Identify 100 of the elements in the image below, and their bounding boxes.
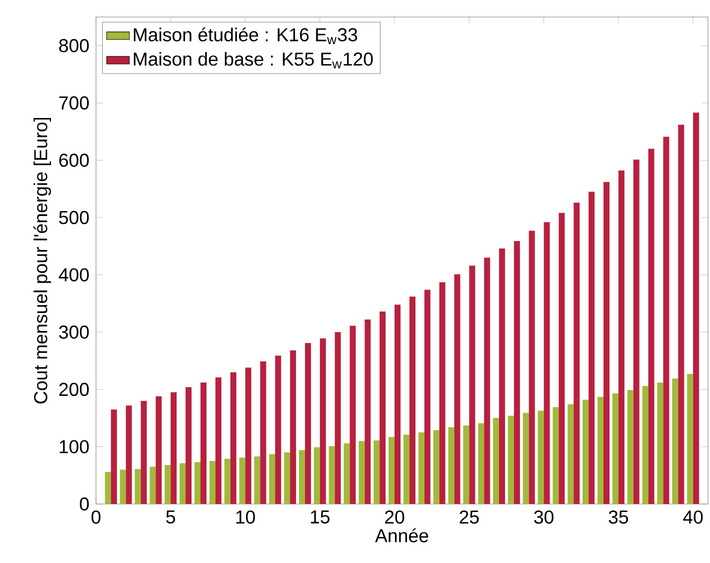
bar bbox=[394, 304, 401, 504]
bar bbox=[150, 466, 156, 504]
x-tick-label: 30 bbox=[534, 510, 554, 524]
bar bbox=[358, 440, 365, 504]
bar bbox=[350, 326, 356, 504]
bar bbox=[245, 368, 252, 504]
bar bbox=[604, 182, 610, 504]
bar bbox=[374, 440, 380, 504]
y-tick-label: 500 bbox=[59, 210, 89, 224]
y-tick-label: 0 bbox=[80, 497, 89, 511]
bar bbox=[275, 356, 282, 504]
bar bbox=[134, 469, 141, 504]
bar bbox=[693, 112, 700, 504]
bar bbox=[598, 396, 604, 504]
bar bbox=[538, 410, 544, 504]
bar bbox=[418, 432, 424, 504]
y-tick-label: 800 bbox=[59, 39, 89, 52]
bar bbox=[304, 342, 311, 504]
y-tick-label: 300 bbox=[59, 325, 89, 339]
x-tick-label: 0 bbox=[92, 510, 100, 524]
bar bbox=[156, 396, 162, 504]
bar bbox=[334, 332, 341, 504]
bar bbox=[648, 148, 654, 504]
y-tick-label: 700 bbox=[59, 96, 89, 110]
bar bbox=[298, 450, 305, 504]
bar bbox=[290, 350, 296, 504]
legend-label: Maison étudiée : K16 E$_{w}$33 bbox=[134, 27, 358, 44]
bar bbox=[642, 386, 648, 504]
bar bbox=[194, 462, 200, 504]
bar bbox=[582, 400, 589, 504]
x-tick-label: 35 bbox=[608, 510, 628, 524]
y-tick-label: 200 bbox=[59, 382, 89, 396]
bar bbox=[478, 423, 484, 504]
bar bbox=[170, 392, 177, 504]
bar bbox=[186, 387, 192, 504]
bar bbox=[552, 407, 559, 504]
bar bbox=[254, 456, 260, 504]
x-tick-label: 5 bbox=[166, 510, 176, 524]
bar bbox=[514, 241, 520, 504]
bar bbox=[230, 372, 236, 504]
bar bbox=[568, 404, 574, 504]
x-tick-label: 25 bbox=[460, 510, 479, 524]
bar bbox=[314, 447, 320, 504]
bar bbox=[687, 374, 694, 504]
bar bbox=[618, 170, 624, 504]
bar bbox=[328, 446, 335, 504]
bar bbox=[215, 377, 222, 504]
y-axis-title: Cout mensuel pour l'énergie [Euro] bbox=[33, 118, 51, 404]
bar bbox=[678, 124, 684, 504]
bar bbox=[403, 434, 410, 504]
bar bbox=[180, 463, 186, 504]
bar bbox=[469, 266, 476, 504]
bar bbox=[484, 258, 490, 504]
bar bbox=[284, 452, 290, 504]
bar bbox=[200, 382, 206, 504]
bar bbox=[364, 320, 371, 504]
bar bbox=[424, 290, 430, 504]
bar bbox=[448, 427, 454, 504]
x-tick-label: 20 bbox=[385, 510, 404, 524]
bar bbox=[433, 430, 440, 504]
bar bbox=[110, 409, 117, 504]
legend-label: Maison de base : K55 E$_{w}$120 bbox=[134, 52, 373, 68]
bar bbox=[209, 461, 216, 504]
bar bbox=[522, 412, 529, 504]
x-tick-label: 40 bbox=[683, 510, 703, 524]
bar bbox=[574, 202, 580, 504]
bar bbox=[633, 160, 640, 504]
bar bbox=[454, 274, 460, 504]
y-tick-label: 100 bbox=[60, 440, 89, 454]
bar bbox=[344, 443, 350, 504]
y-tick-label: 600 bbox=[59, 154, 89, 167]
bar bbox=[269, 454, 276, 504]
bar bbox=[140, 400, 147, 504]
x-tick-label: 10 bbox=[236, 510, 255, 524]
bar bbox=[439, 282, 446, 504]
bar bbox=[558, 212, 565, 504]
bar bbox=[544, 222, 550, 504]
bar bbox=[164, 465, 171, 504]
bar bbox=[120, 470, 126, 504]
bar bbox=[663, 136, 670, 504]
bar bbox=[409, 296, 416, 504]
y-tick-label: 400 bbox=[58, 268, 89, 282]
bar bbox=[388, 436, 395, 504]
x-tick-label: 15 bbox=[310, 510, 330, 524]
bar bbox=[499, 248, 506, 504]
bar bbox=[627, 390, 634, 504]
bar bbox=[528, 230, 535, 504]
bar bbox=[239, 458, 246, 504]
bar bbox=[126, 405, 132, 504]
bar bbox=[380, 311, 386, 504]
bar bbox=[612, 393, 618, 504]
bar bbox=[493, 418, 500, 504]
x-axis-title: Année bbox=[375, 528, 428, 542]
bar bbox=[260, 361, 266, 504]
bar bbox=[224, 458, 230, 504]
bar bbox=[463, 425, 470, 504]
bar bbox=[104, 472, 111, 504]
bar bbox=[588, 192, 595, 504]
bar bbox=[657, 382, 664, 504]
bar bbox=[672, 378, 678, 504]
